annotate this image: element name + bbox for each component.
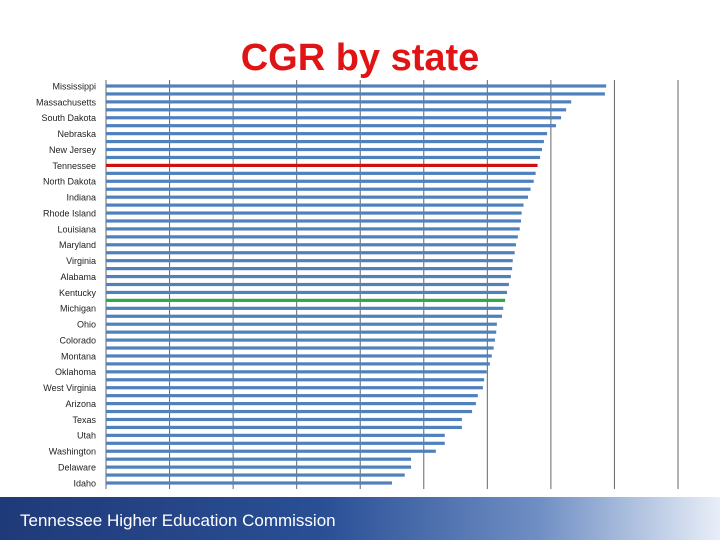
y-tick-label: Washington: [49, 447, 96, 457]
bar: [106, 441, 445, 445]
bar: [106, 465, 412, 469]
bar: [106, 147, 542, 152]
bar: [106, 338, 495, 342]
y-tick-label: Tennessee: [52, 161, 96, 171]
bar: [106, 124, 556, 128]
bar: [106, 409, 473, 414]
bar: [106, 243, 516, 247]
bar: [106, 132, 548, 136]
y-tick-label: Idaho: [73, 478, 96, 488]
bar: [106, 282, 509, 287]
footer-text: Tennessee Higher Education Commission: [20, 511, 336, 530]
bar: [106, 378, 485, 382]
y-tick-label: Arizona: [65, 399, 96, 409]
bar: [106, 251, 515, 255]
y-tick-label: Kentucky: [59, 288, 97, 298]
bar: [106, 187, 531, 191]
bar: [106, 386, 483, 390]
bar: [106, 155, 541, 160]
bar: [106, 195, 529, 199]
bar: [106, 92, 605, 96]
bar: [106, 417, 462, 422]
bar: [106, 481, 392, 485]
bar: [106, 346, 494, 350]
y-tick-label: Indiana: [66, 193, 96, 203]
y-tick-label: Delaware: [58, 462, 96, 472]
bar: [106, 100, 572, 104]
bar: [106, 274, 511, 279]
y-tick-label: Maryland: [59, 240, 96, 250]
y-tick-label: Alabama: [60, 272, 96, 282]
bar: [106, 211, 522, 215]
bar: [106, 259, 513, 263]
bar: [106, 298, 506, 302]
y-tick-label: Montana: [61, 351, 96, 361]
bar: [106, 235, 518, 239]
y-tick-label: Oklahoma: [55, 367, 96, 377]
y-tick-label: Louisiana: [57, 224, 96, 234]
y-tick-label: Massachusetts: [36, 97, 97, 107]
y-tick-label: Utah: [77, 431, 96, 441]
bar: [106, 449, 436, 453]
y-tick-label: North Dakota: [43, 177, 96, 187]
chart: CGR by state Mississippi Massachusetts Sou…: [36, 37, 679, 489]
bar: [106, 179, 534, 183]
bar: [106, 425, 462, 430]
bar: [106, 139, 544, 144]
chart-title: CGR by state: [241, 37, 480, 79]
bar: [106, 171, 536, 175]
y-tick-label: Virginia: [66, 256, 96, 266]
bar: [106, 84, 607, 88]
bar: [106, 116, 562, 120]
bar: [106, 362, 490, 366]
y-tick-label: West Virginia: [43, 383, 96, 393]
bar: [106, 203, 524, 207]
y-tick-label: Michigan: [60, 304, 96, 314]
bar: [106, 219, 522, 223]
y-tick-label: New Jersey: [49, 145, 97, 155]
bar: [106, 330, 497, 334]
bar: [106, 433, 445, 437]
y-tick-label: Mississippi: [52, 81, 96, 91]
y-tick-label: Texas: [72, 415, 96, 425]
bar: [106, 314, 502, 318]
bar: [106, 457, 412, 461]
bar: [106, 306, 504, 310]
bar: [106, 290, 508, 295]
bar: [106, 322, 497, 326]
bar: [106, 354, 492, 358]
bar: [106, 227, 520, 231]
bar: [106, 108, 567, 112]
footer: Tennessee Higher Education Commission: [0, 497, 720, 540]
y-tick-label: Colorado: [59, 335, 96, 345]
y-tick-label: South Dakota: [41, 113, 96, 123]
y-tick-label: Ohio: [77, 320, 96, 330]
bar: [106, 402, 476, 406]
bar: [106, 473, 405, 477]
bar: [106, 394, 478, 398]
bar: [106, 267, 513, 271]
bar: [106, 370, 487, 374]
bar: [106, 163, 538, 167]
y-tick-label: Rhode Island: [43, 208, 96, 218]
y-tick-label: Nebraska: [57, 129, 96, 139]
